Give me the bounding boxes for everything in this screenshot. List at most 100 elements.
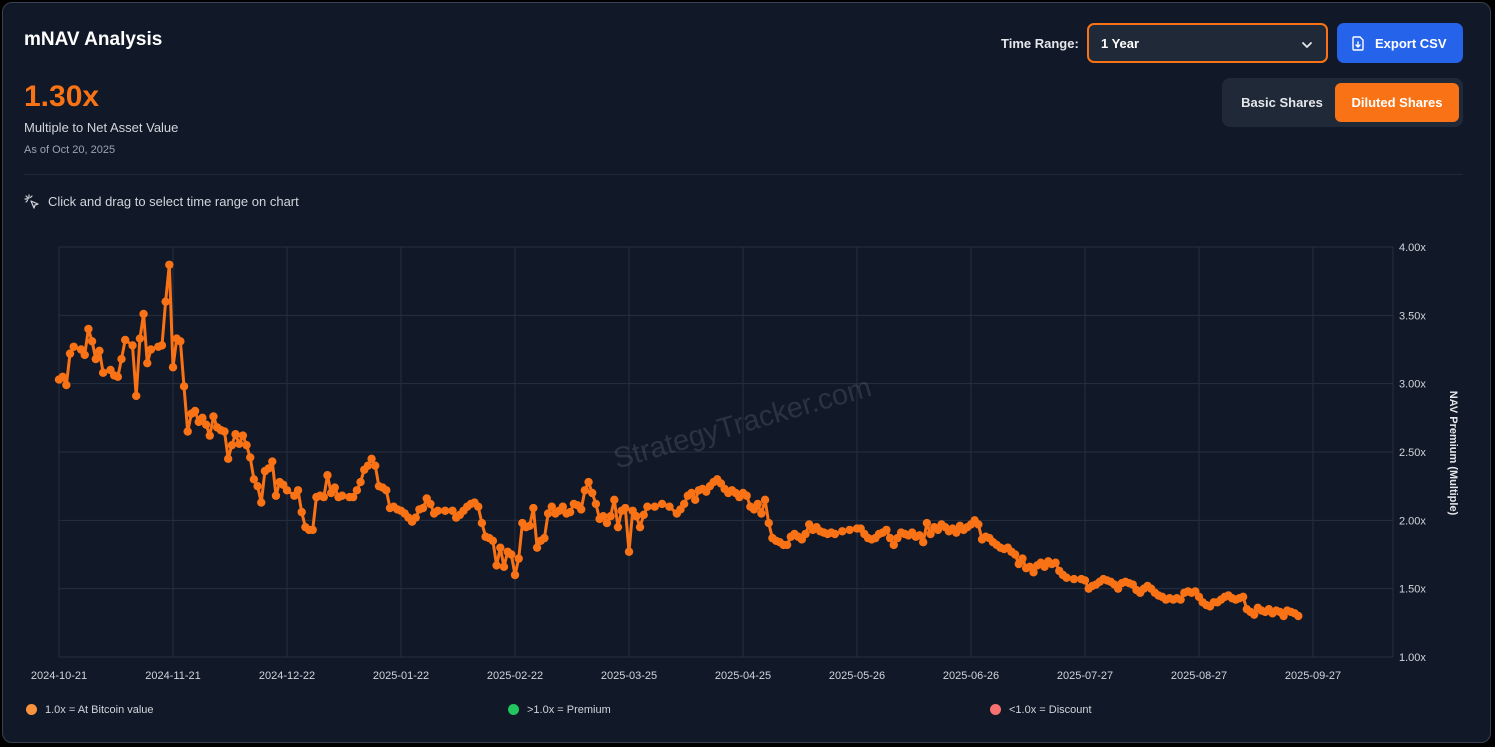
data-point xyxy=(179,382,189,391)
data-point xyxy=(1238,592,1248,602)
y-tick-label: 3.00x xyxy=(1399,379,1426,391)
y-tick-label: 2.00x xyxy=(1399,515,1426,527)
data-point xyxy=(635,522,645,532)
data-point xyxy=(760,495,770,505)
data-point xyxy=(143,358,152,368)
data-point xyxy=(65,349,75,358)
data-point xyxy=(1029,568,1038,577)
data-point xyxy=(540,533,549,543)
data-point xyxy=(838,527,847,536)
data-point xyxy=(205,431,214,440)
diluted-shares-button[interactable]: Diluted Shares xyxy=(1335,83,1459,122)
page-title: mNAV Analysis xyxy=(24,29,163,50)
data-point xyxy=(657,499,667,509)
cursor-click-icon xyxy=(24,194,39,209)
data-point xyxy=(639,510,648,520)
data-point xyxy=(190,406,200,416)
data-point xyxy=(529,503,538,513)
data-point xyxy=(624,547,634,556)
time-range-label: Time Range: xyxy=(1001,36,1079,51)
data-point xyxy=(84,324,93,334)
data-point xyxy=(98,368,108,377)
data-point xyxy=(69,342,78,351)
data-point xyxy=(1294,611,1303,621)
data-point xyxy=(613,522,623,532)
file-export-icon xyxy=(1352,36,1364,51)
data-point xyxy=(253,481,262,491)
data-point xyxy=(753,499,762,509)
x-tick-label: 2025-01-22 xyxy=(373,670,429,682)
y-axis-ticks: 1.00x 1.50x 2.00x 2.50x 3.00x 3.50x 4.00x xyxy=(1399,242,1426,664)
data-point xyxy=(271,491,281,500)
x-tick-label: 2025-03-25 xyxy=(601,670,657,682)
data-point xyxy=(176,337,185,346)
data-point xyxy=(918,538,928,547)
data-point xyxy=(426,499,435,509)
data-point xyxy=(588,488,597,498)
data-point xyxy=(764,518,773,528)
data-point xyxy=(132,391,141,401)
legend-dot xyxy=(990,704,1001,715)
data-point xyxy=(606,512,615,521)
data-point xyxy=(282,486,292,495)
data-point xyxy=(448,506,457,515)
data-point xyxy=(323,471,332,480)
data-point xyxy=(599,512,608,521)
y-tick-label: 2.50x xyxy=(1399,447,1426,459)
y-tick-label: 3.50x xyxy=(1399,310,1426,322)
time-range-select[interactable]: 1 Year xyxy=(1087,23,1328,63)
x-tick-label: 2025-02-22 xyxy=(487,670,543,682)
data-point xyxy=(367,454,376,464)
export-csv-button[interactable]: Export CSV xyxy=(1337,23,1463,63)
data-point xyxy=(845,525,854,535)
data-point xyxy=(238,431,248,440)
chart-grid xyxy=(58,246,1394,658)
data-point xyxy=(223,454,233,464)
data-point xyxy=(62,380,71,390)
data-point xyxy=(742,491,751,500)
legend-label: >1.0x = Premium xyxy=(527,704,611,716)
x-tick-label: 2025-06-26 xyxy=(943,670,999,682)
data-point xyxy=(1010,550,1020,559)
data-point xyxy=(510,570,520,580)
data-point xyxy=(952,528,961,537)
data-point xyxy=(352,486,362,495)
data-point xyxy=(643,502,652,511)
export-csv-label: Export CSV xyxy=(1375,36,1447,51)
data-point xyxy=(128,341,137,350)
data-point xyxy=(514,554,523,563)
data-point xyxy=(433,506,442,515)
basic-shares-button[interactable]: Basic Shares xyxy=(1241,95,1323,110)
series-points xyxy=(54,260,1303,621)
data-point xyxy=(91,354,100,364)
data-point xyxy=(885,533,895,543)
data-point xyxy=(474,502,483,511)
data-point xyxy=(830,529,840,539)
data-point xyxy=(330,483,340,492)
data-point xyxy=(591,499,601,509)
data-point xyxy=(690,495,700,505)
data-point xyxy=(1080,576,1090,585)
data-point xyxy=(257,498,266,507)
data-point xyxy=(371,461,380,470)
data-point xyxy=(198,413,207,423)
data-point xyxy=(201,420,211,429)
data-point xyxy=(621,503,630,513)
data-point xyxy=(602,518,612,528)
data-point xyxy=(227,440,237,450)
data-point xyxy=(532,543,542,552)
data-point xyxy=(356,477,365,487)
chevron-down-icon xyxy=(1302,42,1312,48)
data-point xyxy=(687,488,696,498)
data-point xyxy=(363,461,373,470)
data-point xyxy=(348,492,358,502)
data-point xyxy=(120,335,130,345)
data-point xyxy=(632,512,641,521)
data-point xyxy=(1062,573,1071,582)
data-point xyxy=(499,562,509,571)
legend-dot xyxy=(508,704,519,715)
as-of-date: As of Oct 20, 2025 xyxy=(24,144,116,156)
data-point xyxy=(525,521,534,530)
data-point xyxy=(135,334,145,343)
